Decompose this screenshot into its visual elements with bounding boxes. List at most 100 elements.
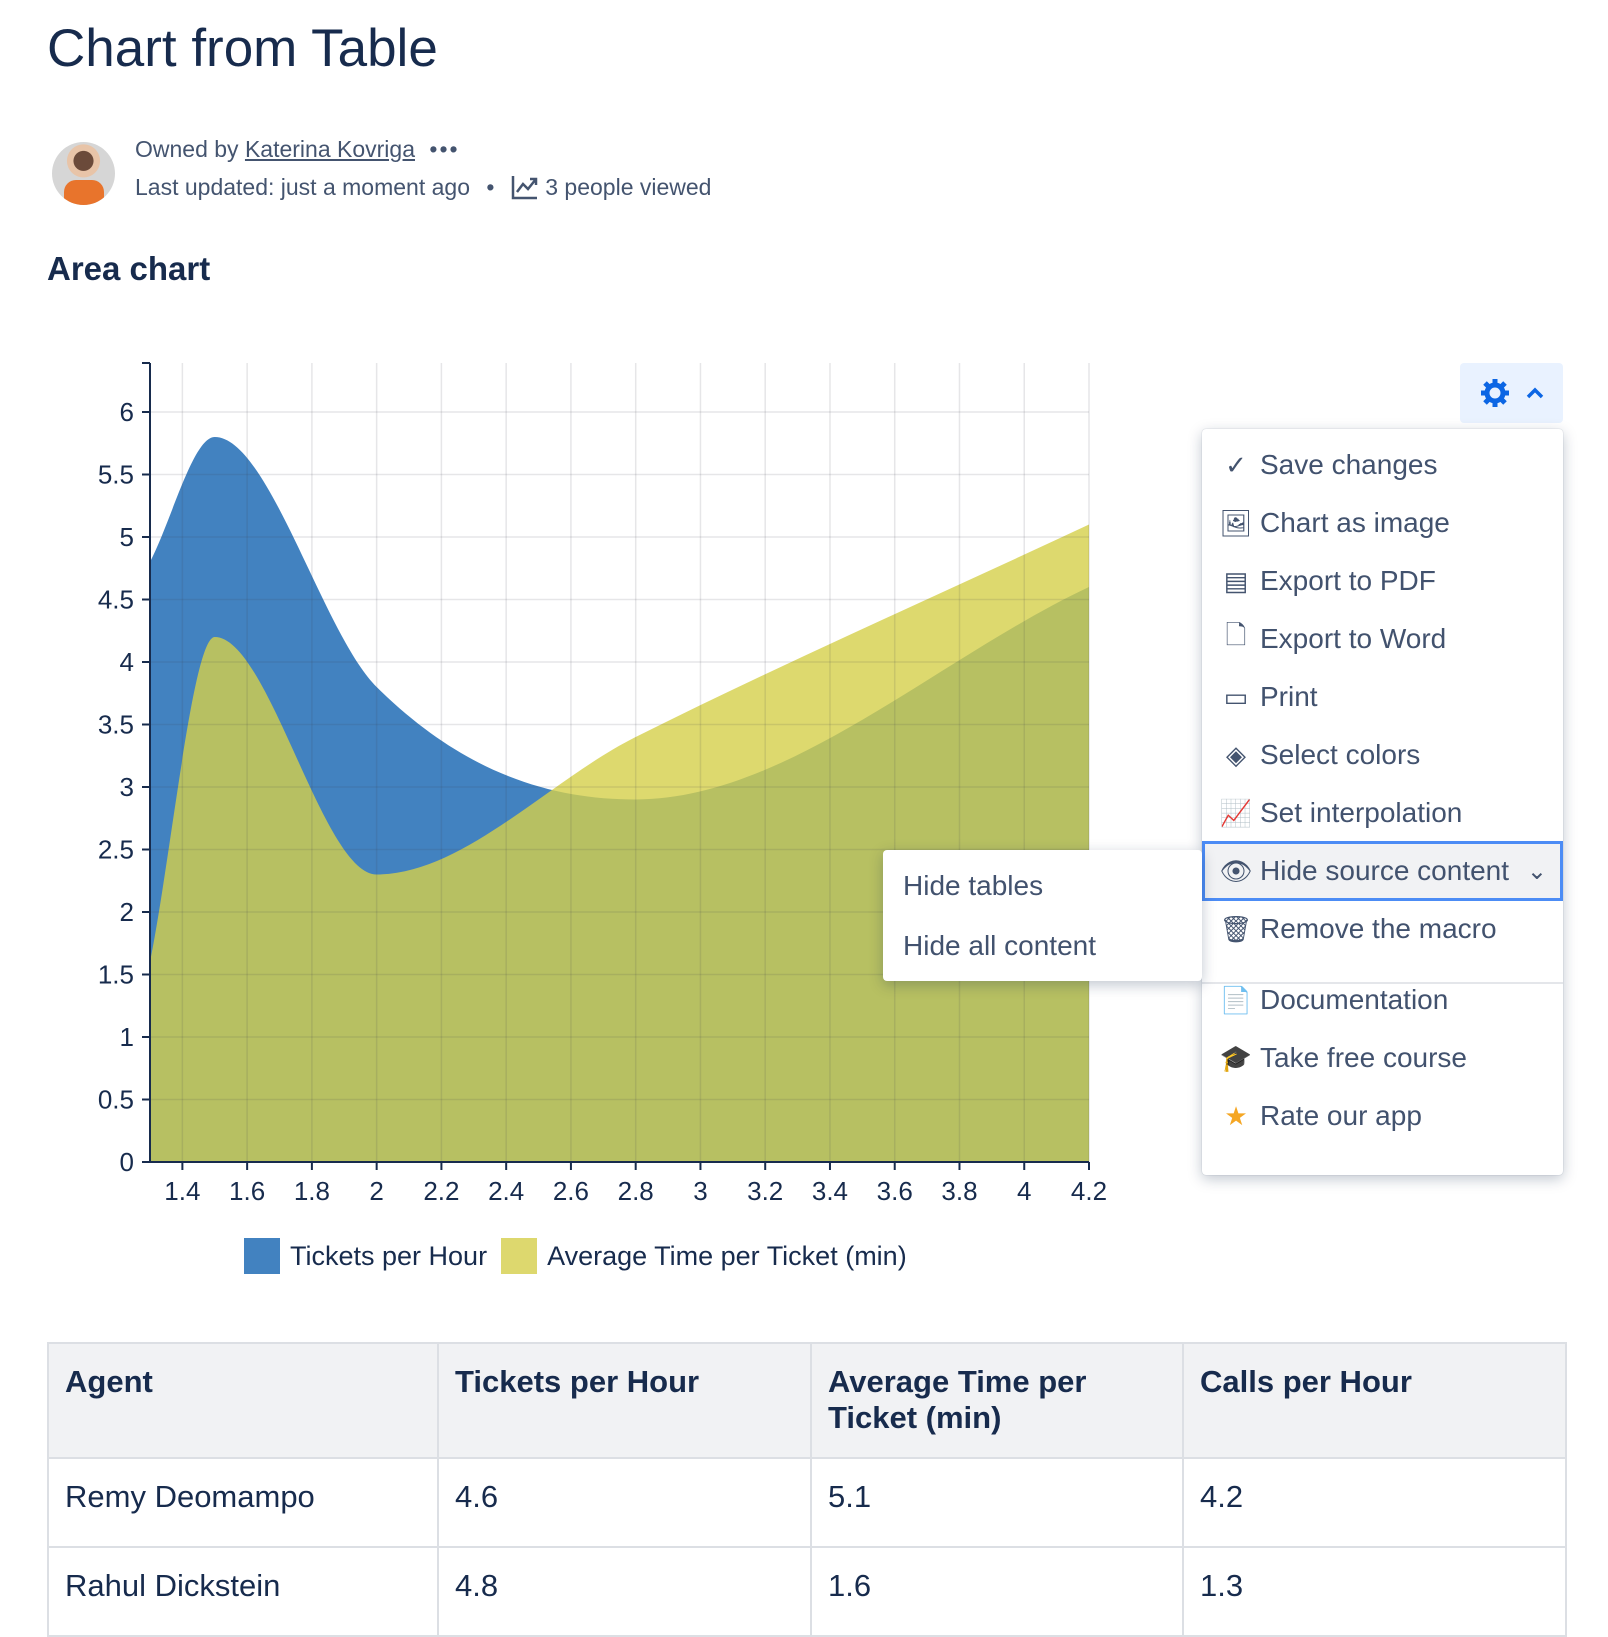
menu-item-documentation[interactable]: 📄 Documentation xyxy=(1202,970,1563,1030)
menu-item-rate-app[interactable]: ★ Rate our app xyxy=(1202,1086,1563,1146)
chevron-up-icon xyxy=(1526,387,1543,399)
owner-line: Owned by Katerina Kovriga ••• xyxy=(135,136,460,163)
menu-item-hide-source-content[interactable]: 👁 Hide source content ⌄ xyxy=(1202,841,1563,901)
legend-swatch-avg-time[interactable] xyxy=(501,1238,538,1274)
menu-item-chart-as-image[interactable]: 🖼 Chart as image xyxy=(1202,493,1563,553)
cell: 1.6 xyxy=(810,1546,1184,1637)
updated-line: Last updated: just a moment ago • 3 peop… xyxy=(135,174,711,201)
chart-settings-button[interactable] xyxy=(1460,363,1563,423)
y-tick-label: 1.5 xyxy=(98,960,134,990)
x-tick-label: 3 xyxy=(693,1176,707,1206)
chart-legend: Tickets per Hour Average Time per Ticket… xyxy=(244,1238,907,1274)
print-icon: ▭ xyxy=(1223,681,1249,712)
menu-divider xyxy=(1202,982,1563,984)
cell: 1.3 xyxy=(1182,1546,1567,1637)
document-icon: 📄 xyxy=(1219,984,1253,1015)
source-table: Agent Tickets per Hour Average Time per … xyxy=(47,1342,1567,1637)
trash-icon: 🗑 xyxy=(1219,913,1253,944)
gear-icon xyxy=(1480,379,1509,407)
legend-label-tickets[interactable]: Tickets per Hour xyxy=(290,1240,488,1271)
image-icon: 🖼 xyxy=(1219,507,1253,538)
y-tick-label: 4 xyxy=(120,647,134,677)
paint-bucket-icon: ◈ xyxy=(1226,739,1246,770)
x-tick-label: 2.6 xyxy=(553,1176,589,1206)
legend-swatch-tickets[interactable] xyxy=(244,1238,280,1274)
area-series-avg-time xyxy=(150,524,1089,1162)
pdf-icon: ▤ xyxy=(1223,565,1249,596)
x-tick-label: 3.4 xyxy=(812,1176,848,1206)
menu-item-hide-tables[interactable]: Hide tables xyxy=(903,870,1044,901)
hide-source-submenu: Hide tables Hide all content xyxy=(883,850,1202,981)
menu-item-label: Rate our app xyxy=(1260,1100,1422,1131)
more-icon[interactable]: ••• xyxy=(429,136,460,162)
menu-item-label: Chart as image xyxy=(1260,507,1450,538)
page-title: Chart from Table xyxy=(47,19,438,78)
area-chart: 1.4 1.6 1.8 2 2.2 2.4 2.6 2.8 3 3.2 3.4 3.6 3.8 4 4.2 0… xyxy=(98,362,1107,1206)
x-tick-label: 3.2 xyxy=(747,1176,783,1206)
menu-item-save-changes[interactable]: ✓ Save changes xyxy=(1202,435,1563,495)
menu-item-label: Print xyxy=(1260,681,1318,712)
header-tickets: Tickets per Hour xyxy=(437,1342,812,1459)
y-tick-label: 0 xyxy=(120,1147,134,1177)
table-row: Remy Deomampo 4.6 5.1 4.2 xyxy=(47,1457,1567,1548)
line-chart-icon: 📈 xyxy=(1219,797,1253,828)
menu-item-label: Set interpolation xyxy=(1260,797,1463,828)
y-tick-label: 2.5 xyxy=(98,835,134,865)
y-tick-label: 4.5 xyxy=(98,585,134,615)
y-tick-label: 3 xyxy=(120,772,134,802)
y-tick-label: 6 xyxy=(120,397,134,427)
section-heading: Area chart xyxy=(47,250,211,287)
graduation-cap-icon: 🎓 xyxy=(1219,1042,1253,1073)
menu-item-export-pdf[interactable]: ▤ Export to PDF xyxy=(1202,551,1563,611)
y-tick-label: 2 xyxy=(120,897,134,927)
menu-item-label: Remove the macro xyxy=(1260,913,1497,944)
x-tick-label: 2.2 xyxy=(423,1176,459,1206)
y-tick-label: 5.5 xyxy=(98,460,134,490)
menu-item-select-colors[interactable]: ◈ Select colors xyxy=(1202,725,1563,785)
cell: 4.2 xyxy=(1182,1457,1567,1548)
menu-item-label: Documentation xyxy=(1260,984,1449,1015)
menu-item-set-interpolation[interactable]: 📈 Set interpolation xyxy=(1202,783,1563,843)
analytics-icon[interactable] xyxy=(511,174,539,200)
cell: Remy Deomampo xyxy=(47,1457,439,1548)
header-calls: Calls per Hour xyxy=(1182,1342,1567,1459)
x-tick-label: 3.6 xyxy=(877,1176,913,1206)
owned-by-label: Owned by xyxy=(135,136,239,162)
menu-item-label: Export to Word xyxy=(1260,623,1447,654)
cell: 4.6 xyxy=(437,1457,812,1548)
eye-icon: 👁 xyxy=(1219,855,1253,886)
menu-item-print[interactable]: ▭ Print xyxy=(1202,667,1563,727)
x-tick-label: 2 xyxy=(369,1176,383,1206)
x-tick-label: 1.6 xyxy=(229,1176,265,1206)
word-document-icon: 🗋 xyxy=(1225,620,1247,650)
menu-item-take-course[interactable]: 🎓 Take free course xyxy=(1202,1028,1563,1088)
header-avg-time: Average Time per Ticket (min) xyxy=(810,1342,1184,1459)
header-agent: Agent xyxy=(47,1342,439,1459)
views-count[interactable]: 3 people viewed xyxy=(545,174,712,200)
x-tick-label: 4.2 xyxy=(1071,1176,1107,1206)
menu-item-remove-macro[interactable]: 🗑 Remove the macro xyxy=(1202,899,1563,959)
x-tick-label: 4 xyxy=(1017,1176,1031,1206)
avatar[interactable] xyxy=(52,142,115,205)
menu-item-label: Save changes xyxy=(1260,449,1438,480)
x-tick-label: 3.8 xyxy=(941,1176,977,1206)
chart-settings-menu: ✓ Save changes 🖼 Chart as image ▤ Export to P… xyxy=(1202,429,1563,1175)
chevron-down-icon: ⌄ xyxy=(1526,857,1547,885)
x-tick-label: 2.4 xyxy=(488,1176,524,1206)
check-icon: ✓ xyxy=(1225,449,1247,480)
owner-link[interactable]: Katerina Kovriga xyxy=(244,136,415,162)
menu-item-label: Take free course xyxy=(1260,1042,1467,1073)
cell: 5.1 xyxy=(810,1457,1184,1548)
table-header-row: Agent Tickets per Hour Average Time per … xyxy=(47,1342,1567,1459)
separator-dot: • xyxy=(486,174,495,200)
x-tick-label: 1.8 xyxy=(294,1176,330,1206)
y-tick-label: 1 xyxy=(120,1022,134,1052)
star-icon: ★ xyxy=(1224,1100,1248,1131)
legend-label-avg-time[interactable]: Average Time per Ticket (min) xyxy=(547,1240,907,1271)
menu-item-hide-all-content[interactable]: Hide all content xyxy=(903,930,1097,961)
y-tick-label: 5 xyxy=(120,522,134,552)
x-tick-label: 2.8 xyxy=(618,1176,654,1206)
x-tick-label: 1.4 xyxy=(164,1176,200,1206)
menu-item-export-word[interactable]: 🗋 Export to Word xyxy=(1202,609,1563,669)
menu-item-label: Export to PDF xyxy=(1260,565,1436,596)
